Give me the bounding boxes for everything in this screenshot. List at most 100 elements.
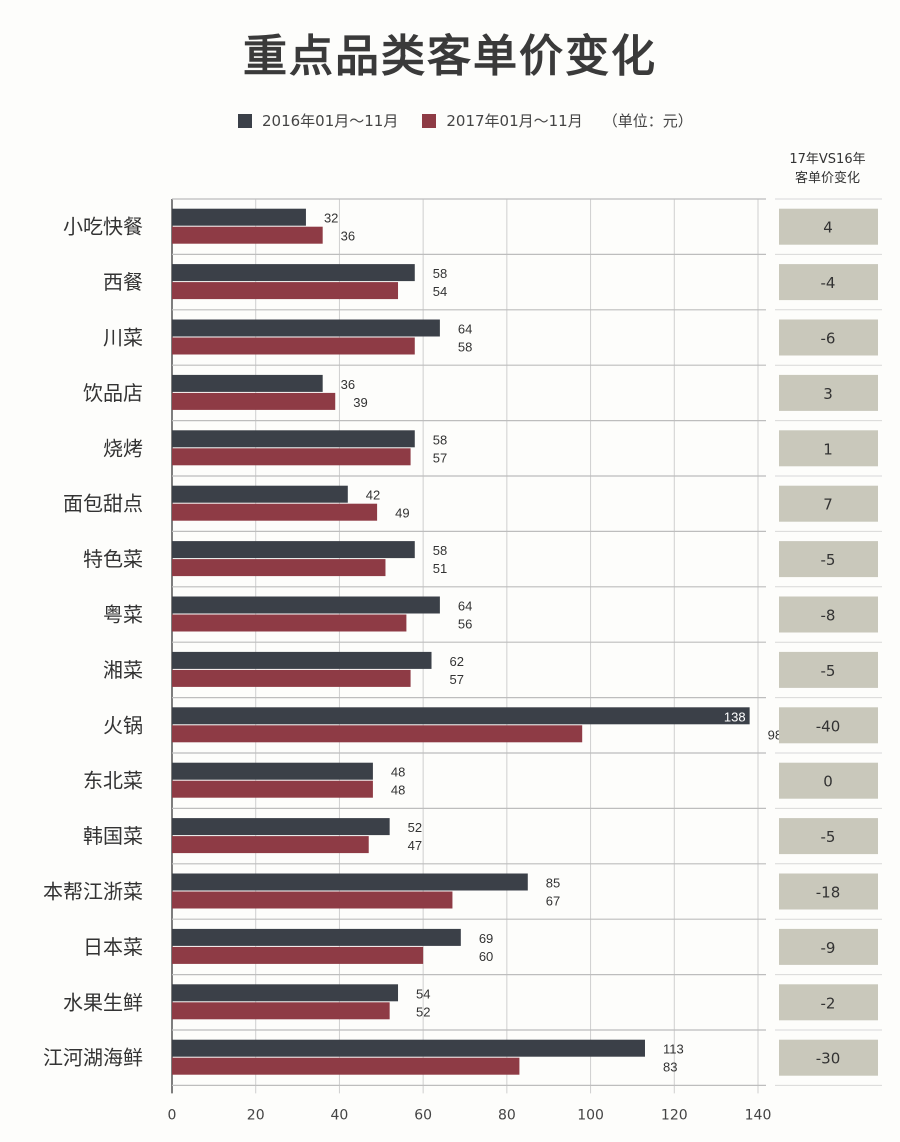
change-box	[779, 818, 878, 855]
value-label-2017: 83	[663, 1060, 677, 1075]
bar-2016	[172, 651, 432, 669]
chart-title: 重点品类客单价变化	[243, 31, 657, 82]
change-value: -5	[821, 828, 836, 846]
value-label-2017: 48	[391, 783, 405, 798]
change-box	[779, 707, 878, 744]
bar-2016	[172, 485, 348, 503]
bar-2017	[172, 669, 411, 687]
change-box	[779, 984, 878, 1021]
bar-2016	[172, 596, 440, 614]
change-value: 1	[823, 440, 833, 458]
category-label: 特色菜	[83, 547, 143, 571]
value-label-2017: 56	[458, 617, 472, 632]
bar-2016	[172, 928, 461, 946]
value-label-2016: 62	[450, 654, 464, 669]
category-label: 日本菜	[83, 935, 143, 959]
change-box	[779, 264, 878, 301]
bar-2017	[172, 836, 369, 854]
change-value: -40	[816, 717, 841, 735]
change-value: 7	[823, 496, 833, 514]
value-label-2016: 138	[724, 709, 746, 724]
legend-label-2016: 2016年01月～11月	[262, 112, 399, 130]
change-box	[779, 430, 878, 467]
value-label-2017: 67	[546, 894, 560, 909]
category-label: 江河湖海鲜	[43, 1046, 143, 1070]
bar-2016	[172, 818, 390, 836]
change-box	[779, 762, 878, 799]
legend: 2016年01月～11月 2017年01月～11月 （单位：元）	[238, 110, 693, 131]
value-label-2016: 69	[479, 931, 493, 946]
bar-2016	[172, 707, 750, 725]
value-label-2016: 32	[324, 211, 338, 226]
value-label-2016: 85	[546, 876, 560, 891]
value-label-2017: 39	[353, 395, 367, 410]
legend-swatch-2017	[422, 113, 437, 128]
change-value: 0	[823, 773, 833, 791]
value-label-2016: 64	[458, 599, 472, 614]
value-label-2017: 60	[479, 949, 493, 964]
x-tick-label: 100	[577, 1107, 604, 1123]
value-label-2017: 36	[341, 229, 355, 244]
bar-2017	[172, 392, 336, 410]
bar-2016	[172, 762, 373, 780]
category-label: 饮品店	[83, 381, 143, 405]
bar-2017	[172, 780, 373, 798]
change-value: -8	[821, 607, 836, 625]
bar-2016	[172, 1039, 645, 1057]
legend-swatch-2016	[238, 113, 252, 128]
category-label: 西餐	[103, 270, 143, 294]
value-label-2016: 58	[433, 266, 447, 281]
category-label: 韩国菜	[83, 824, 143, 848]
bar-2017	[172, 559, 386, 577]
bar-2017	[172, 946, 424, 964]
change-box	[779, 928, 878, 965]
value-label-2016: 48	[391, 765, 405, 780]
change-box	[779, 374, 878, 411]
change-box	[779, 541, 878, 578]
legend-label-2017: 2017年01月～11月	[446, 112, 583, 130]
change-value: 4	[823, 219, 833, 237]
bar-2016	[172, 541, 415, 559]
bar-2017	[172, 1057, 520, 1075]
bar-2016	[172, 208, 306, 226]
x-tick-label: 0	[168, 1107, 177, 1123]
change-value: -18	[816, 884, 841, 902]
bar-2017	[172, 282, 399, 300]
value-label-2016: 58	[433, 432, 447, 447]
change-value: 3	[823, 385, 833, 403]
bar-2017	[172, 226, 323, 244]
bar-2017	[172, 503, 378, 521]
value-label-2017: 47	[408, 838, 422, 853]
bar-2016	[172, 984, 399, 1002]
x-tick-label: 60	[414, 1107, 432, 1123]
value-label-2017: 52	[416, 1004, 430, 1019]
category-label: 火锅	[103, 713, 143, 737]
change-value: -9	[821, 939, 836, 957]
category-label: 烧烤	[103, 436, 143, 460]
change-value: -2	[821, 994, 836, 1012]
bar-2016	[172, 873, 528, 891]
value-label-2017: 58	[458, 340, 472, 355]
x-tick-label: 20	[247, 1107, 265, 1123]
bar-2016	[172, 319, 440, 337]
category-label: 东北菜	[83, 769, 143, 793]
unit-note: （单位：元）	[602, 112, 693, 130]
value-label-2017: 57	[433, 450, 447, 465]
bar-2016	[172, 430, 415, 448]
bar-2016	[172, 374, 323, 392]
x-tick-label: 40	[331, 1107, 349, 1123]
x-tick-label: 140	[745, 1107, 772, 1123]
bar-2016	[172, 264, 415, 282]
change-header-line1: 17年VS16年	[789, 152, 866, 167]
value-label-2017: 54	[433, 284, 447, 299]
value-label-2017: 49	[395, 506, 409, 521]
bar-2017	[172, 448, 411, 466]
category-label: 本帮江浙菜	[43, 880, 143, 904]
value-label-2017: 51	[433, 561, 447, 576]
change-box	[779, 208, 878, 245]
value-label-2016: 52	[408, 820, 422, 835]
change-value: -5	[821, 662, 836, 680]
value-label-2016: 113	[663, 1042, 684, 1057]
